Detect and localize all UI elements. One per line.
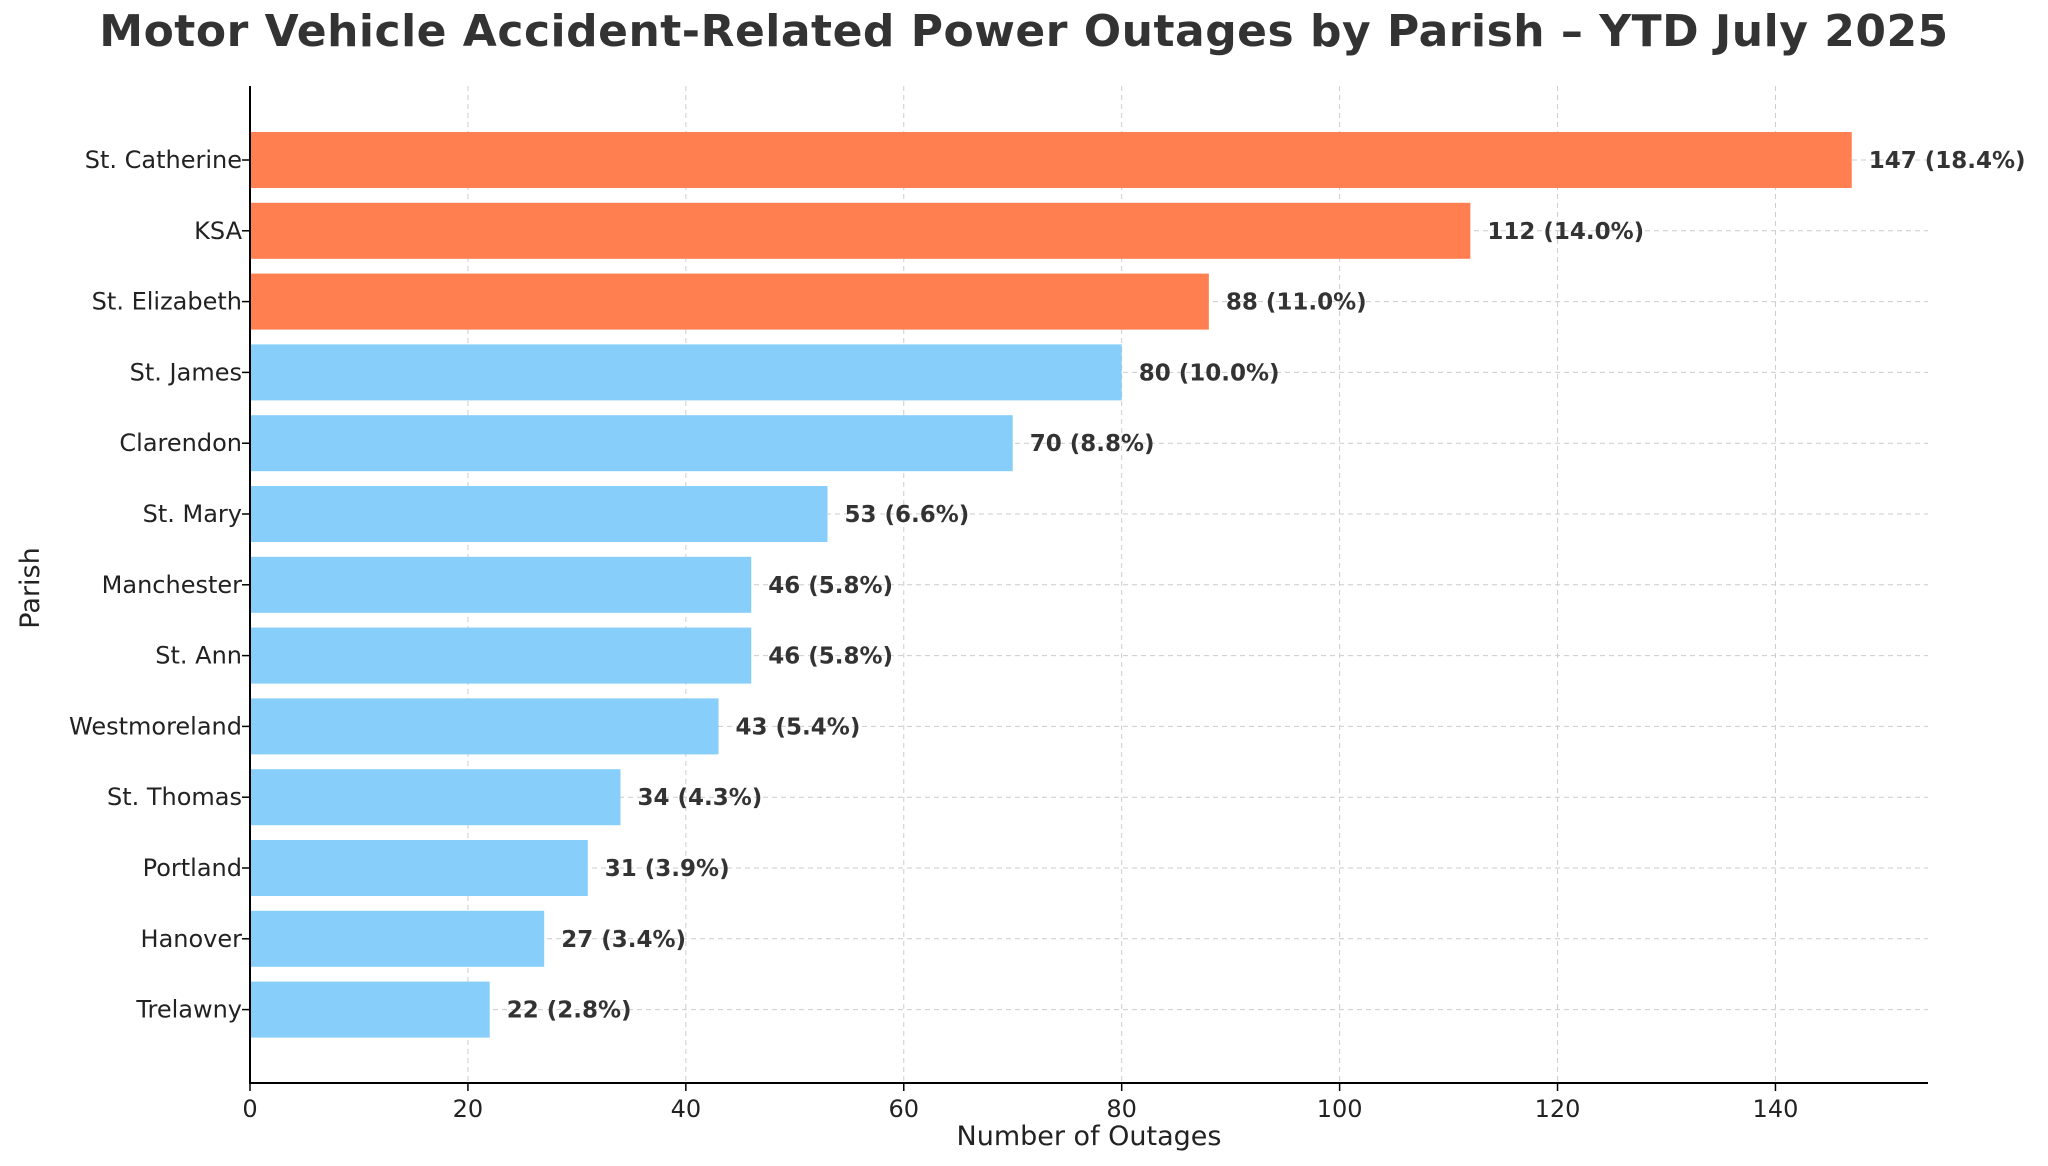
x-tick-label: 140 bbox=[1753, 1095, 1799, 1123]
y-tick-label: St. Catherine bbox=[85, 146, 242, 174]
x-tick-label: 60 bbox=[888, 1095, 919, 1123]
y-tick-label: Hanover bbox=[141, 925, 243, 953]
bar bbox=[250, 981, 490, 1038]
data-label: 22 (2.8%) bbox=[507, 998, 632, 1024]
data-label: 70 (8.8%) bbox=[1030, 431, 1155, 457]
x-tick-label: 80 bbox=[1106, 1095, 1137, 1123]
bar bbox=[250, 910, 545, 967]
bar bbox=[250, 273, 1209, 330]
bar bbox=[250, 840, 588, 896]
y-tick-label: St. Ann bbox=[155, 642, 242, 670]
x-tick-label: 120 bbox=[1535, 1095, 1581, 1123]
bar bbox=[250, 769, 621, 826]
y-tick-label: Portland bbox=[143, 854, 242, 882]
data-label: 34 (4.3%) bbox=[637, 785, 762, 811]
data-label: 46 (5.8%) bbox=[768, 573, 893, 599]
x-tick-label: 0 bbox=[242, 1095, 257, 1123]
bar bbox=[250, 415, 1013, 472]
bar bbox=[250, 132, 1852, 188]
bar bbox=[250, 627, 752, 684]
data-label: 147 (18.4%) bbox=[1869, 148, 2026, 174]
chart-title: Motor Vehicle Accident-Related Power Out… bbox=[99, 6, 1949, 57]
y-tick-label: St. Thomas bbox=[107, 783, 242, 811]
y-axis-label: Parish bbox=[15, 547, 46, 628]
x-tick-label: 20 bbox=[453, 1095, 484, 1123]
data-label: 43 (5.4%) bbox=[736, 714, 861, 740]
data-label: 27 (3.4%) bbox=[561, 927, 686, 953]
y-tick-label: KSA bbox=[194, 217, 242, 245]
x-axis-label: Number of Outages bbox=[957, 1121, 1222, 1152]
y-tick-label: St. James bbox=[130, 358, 242, 386]
y-ticks: St. Catherine KSA St. Elizabeth St. James Cl… bbox=[69, 146, 250, 1024]
bar bbox=[250, 344, 1122, 401]
y-tick-label: St. Elizabeth bbox=[92, 288, 242, 316]
data-label: 31 (3.9%) bbox=[605, 856, 730, 882]
bar bbox=[250, 202, 1471, 259]
data-labels: 147 (18.4%) 112 (14.0%) 88 (11.0%) 80 (10.0… bbox=[507, 148, 2026, 1024]
y-tick-label: Trelawny bbox=[135, 996, 242, 1024]
y-tick-label: Westmoreland bbox=[69, 712, 242, 740]
x-ticks: 0 20 40 60 80 100 120 140 bbox=[242, 1083, 1798, 1123]
y-tick-label: St. Mary bbox=[143, 500, 242, 528]
y-tick-label: Clarendon bbox=[119, 429, 242, 457]
data-label: 53 (6.6%) bbox=[844, 502, 969, 528]
y-tick-label: Manchester bbox=[102, 571, 242, 599]
bar bbox=[250, 698, 719, 755]
data-label: 112 (14.0%) bbox=[1487, 219, 1644, 245]
x-tick-label: 100 bbox=[1317, 1095, 1363, 1123]
bar bbox=[250, 556, 752, 613]
data-label: 46 (5.8%) bbox=[768, 644, 893, 670]
data-label: 88 (11.0%) bbox=[1226, 290, 1367, 316]
data-label: 80 (10.0%) bbox=[1139, 360, 1280, 386]
bars bbox=[250, 132, 1852, 1038]
bar bbox=[250, 486, 828, 542]
x-tick-label: 40 bbox=[671, 1095, 702, 1123]
